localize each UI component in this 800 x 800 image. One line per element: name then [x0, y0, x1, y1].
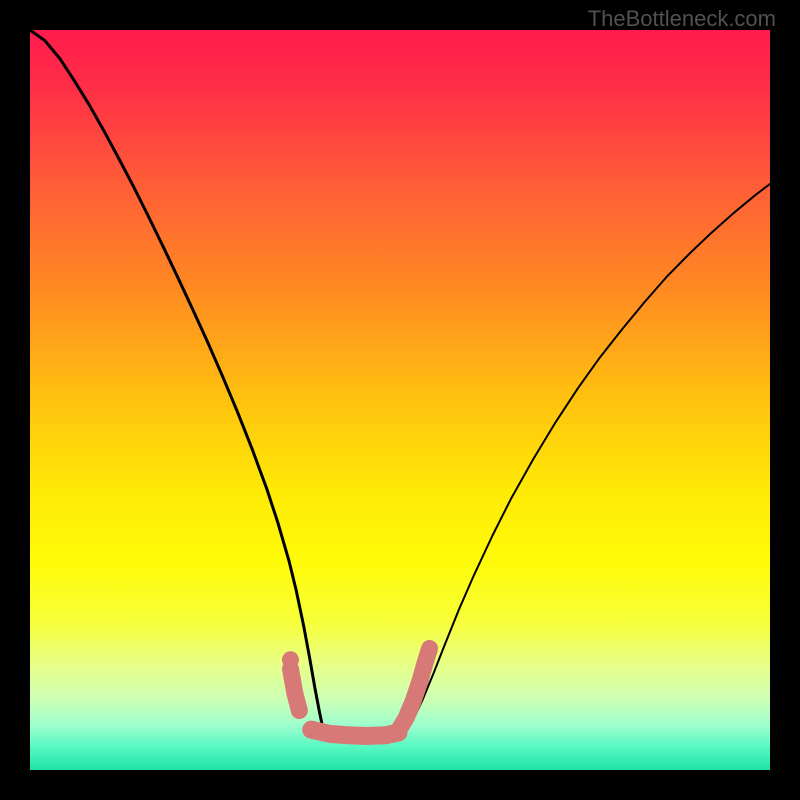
chart-stage: TheBottleneck.com	[0, 0, 800, 800]
accent-left	[290, 669, 299, 711]
chart-svg	[0, 0, 800, 800]
plot-area	[30, 30, 770, 770]
accent-dot	[282, 651, 299, 668]
accent-bottom	[311, 730, 398, 736]
